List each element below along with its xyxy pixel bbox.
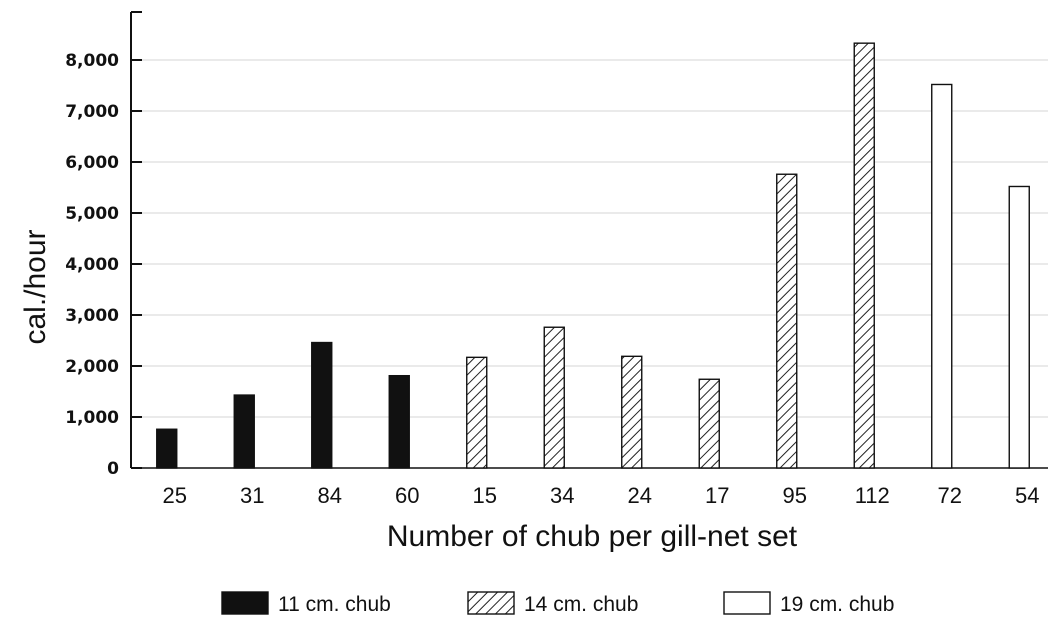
bar-19-cm-chub-72	[931, 83, 953, 469]
legend-swatch	[467, 591, 515, 615]
y-axis-title: cal./hour	[19, 229, 52, 344]
bar-14-cm-chub-17	[698, 378, 720, 469]
y-tick-label: 6,000	[65, 153, 119, 173]
x-tick-label: 84	[318, 483, 342, 508]
bar-11-cm-chub-31	[233, 394, 255, 469]
bar-11-cm-chub-60	[388, 374, 410, 469]
x-tick-label: 112	[855, 483, 890, 508]
y-tick-label: 1,000	[65, 408, 119, 428]
legend-swatch	[723, 591, 771, 615]
x-tick-label: 25	[163, 483, 187, 508]
y-tick-labels: 0 1,000 2,000 3,000 4,000 5,000 6,000 7,000 8,00…	[65, 51, 119, 479]
bar-11-cm-chub-84	[311, 341, 333, 469]
bar-14-cm-chub-34	[543, 326, 565, 469]
y-tick-label: 4,000	[65, 255, 119, 275]
legend-label: 19 cm. chub	[780, 593, 894, 616]
y-tick-label: 8,000	[65, 51, 119, 71]
x-tick-label: 72	[938, 483, 962, 508]
x-tick-label: 31	[240, 483, 264, 508]
y-tick-label: 0	[107, 459, 119, 479]
legend-swatch	[221, 591, 269, 615]
x-tick-label: 15	[473, 483, 497, 508]
x-tick-labels: 25 31 84 60 15 34 24 17 95 112 72 54	[163, 483, 1040, 508]
legend-label: 14 cm. chub	[524, 593, 638, 616]
bar-14-cm-chub-95	[776, 173, 798, 469]
x-tick-label: 54	[1015, 483, 1039, 508]
y-tick-label: 7,000	[65, 102, 119, 122]
x-tick-label: 17	[705, 483, 729, 508]
bar-14-cm-chub-112	[853, 42, 875, 469]
y-tick-label: 3,000	[65, 306, 119, 326]
x-tick-label: 95	[783, 483, 807, 508]
legend-label: 11 cm. chub	[278, 593, 391, 616]
legend: 11 cm. chub 14 cm. chub 19 cm. chub	[221, 591, 894, 616]
x-tick-label: 34	[550, 483, 574, 508]
x-axis-title: Number of chub per gill-net set	[387, 520, 798, 553]
gridlines	[131, 59, 1048, 418]
y-axis	[130, 11, 142, 469]
bar-14-cm-chub-24	[621, 355, 643, 469]
bar-14-cm-chub-15	[466, 356, 488, 469]
x-tick-label: 60	[395, 483, 419, 508]
x-tick-label: 24	[628, 483, 652, 508]
y-tick-label: 5,000	[65, 204, 119, 224]
bars	[156, 42, 1030, 469]
y-tick-label: 2,000	[65, 357, 119, 377]
bar-11-cm-chub-25	[156, 428, 178, 469]
bar-19-cm-chub-54	[1008, 185, 1030, 469]
